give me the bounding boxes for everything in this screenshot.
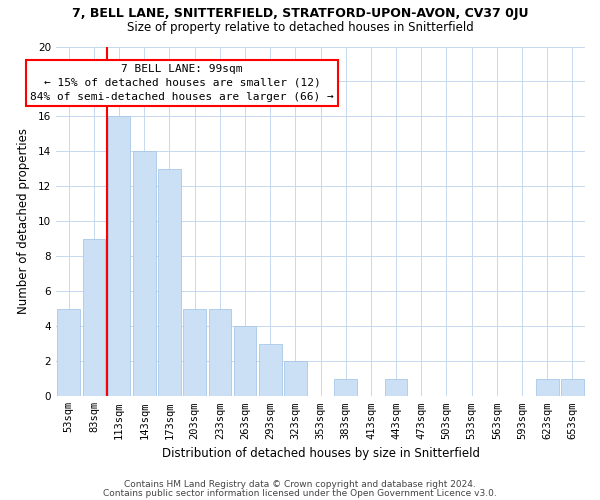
Bar xyxy=(259,344,281,397)
Bar xyxy=(133,152,155,396)
X-axis label: Distribution of detached houses by size in Snitterfield: Distribution of detached houses by size … xyxy=(161,447,479,460)
Bar xyxy=(284,362,307,396)
Bar xyxy=(385,379,407,396)
Text: Contains HM Land Registry data © Crown copyright and database right 2024.: Contains HM Land Registry data © Crown c… xyxy=(124,480,476,489)
Bar xyxy=(158,169,181,396)
Text: 7, BELL LANE, SNITTERFIELD, STRATFORD-UPON-AVON, CV37 0JU: 7, BELL LANE, SNITTERFIELD, STRATFORD-UP… xyxy=(72,8,528,20)
Bar xyxy=(108,116,130,396)
Bar xyxy=(83,239,105,396)
Bar xyxy=(536,379,559,396)
Bar xyxy=(58,309,80,396)
Text: Size of property relative to detached houses in Snitterfield: Size of property relative to detached ho… xyxy=(127,21,473,34)
Text: Contains public sector information licensed under the Open Government Licence v3: Contains public sector information licen… xyxy=(103,489,497,498)
Bar xyxy=(561,379,584,396)
Bar xyxy=(184,309,206,396)
Y-axis label: Number of detached properties: Number of detached properties xyxy=(17,128,30,314)
Bar xyxy=(209,309,231,396)
Text: 7 BELL LANE: 99sqm
← 15% of detached houses are smaller (12)
84% of semi-detache: 7 BELL LANE: 99sqm ← 15% of detached hou… xyxy=(30,64,334,102)
Bar xyxy=(334,379,357,396)
Bar xyxy=(233,326,256,396)
